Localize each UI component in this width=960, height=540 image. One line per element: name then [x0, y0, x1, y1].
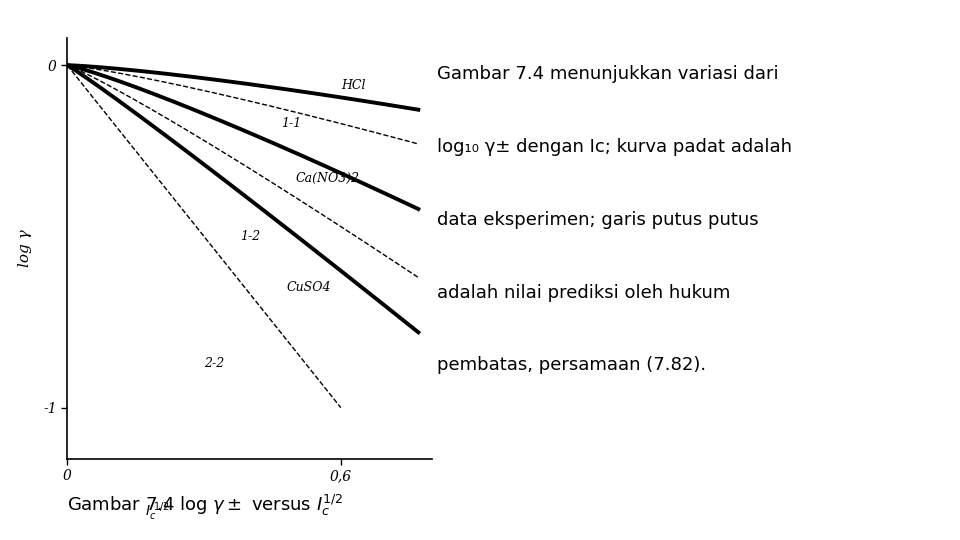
Text: HCl: HCl: [341, 79, 366, 92]
Text: Gambar 7.4 menunjukkan variasi dari: Gambar 7.4 menunjukkan variasi dari: [437, 65, 779, 83]
Text: log₁₀ γ± dengan Iᴄ; kurva padat adalah: log₁₀ γ± dengan Iᴄ; kurva padat adalah: [437, 138, 792, 156]
Text: CuSO4: CuSO4: [286, 281, 330, 294]
Text: data eksperimen; garis putus putus: data eksperimen; garis putus putus: [437, 211, 758, 228]
Text: 2-2: 2-2: [204, 356, 225, 369]
Y-axis label: log γ: log γ: [18, 230, 32, 267]
Text: Gambar 7.4 log $\gamma\pm$ versus $I_c^{1/2}$: Gambar 7.4 log $\gamma\pm$ versus $I_c^{…: [67, 494, 344, 518]
Text: adalah nilai prediksi oleh hukum: adalah nilai prediksi oleh hukum: [437, 284, 731, 301]
Text: pembatas, persamaan (7.82).: pembatas, persamaan (7.82).: [437, 356, 706, 374]
Text: $I_c^{\ 1/2}$: $I_c^{\ 1/2}$: [145, 500, 169, 523]
Text: Ca(NO3)2: Ca(NO3)2: [296, 172, 359, 185]
Text: 1-1: 1-1: [281, 117, 301, 130]
Text: 1-2: 1-2: [240, 230, 261, 243]
